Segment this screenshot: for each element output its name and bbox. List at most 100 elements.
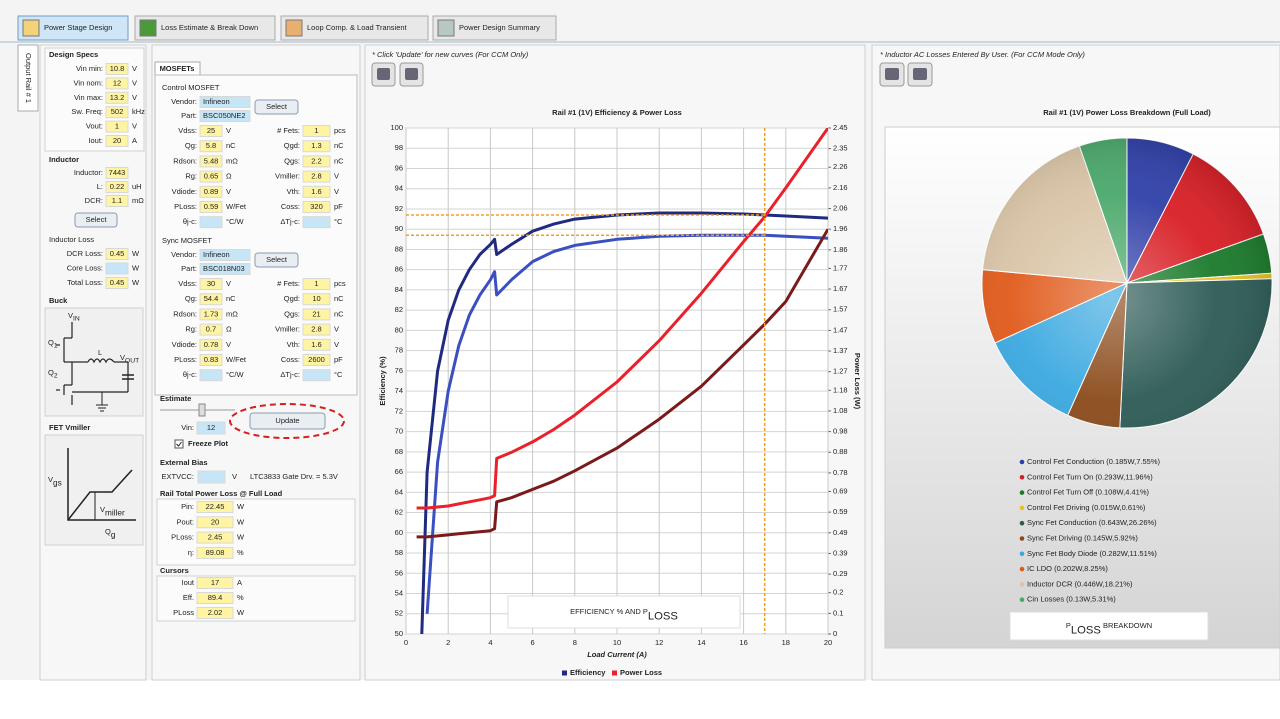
- slider-thumb[interactable]: [198, 403, 206, 417]
- y-tick-label: 96: [395, 163, 403, 172]
- fet-param-value: 0.83: [204, 355, 219, 364]
- rail-total-box: [196, 516, 234, 529]
- vmiller-label-main: V: [48, 475, 53, 484]
- select-button-label[interactable]: Select: [86, 215, 108, 224]
- tab-label[interactable]: Loss Estimate & Break Down: [161, 23, 258, 32]
- fet-box: [199, 110, 251, 122]
- tab-icon: [139, 19, 157, 37]
- rail-total-unit: W: [237, 502, 245, 511]
- x-tick-label: 8: [573, 638, 577, 647]
- x-tick-label: 6: [531, 638, 535, 647]
- y2-tick-label: 1.27: [833, 367, 848, 376]
- y2-tick-label: 1.47: [833, 325, 848, 334]
- x-tick-label: 18: [782, 638, 790, 647]
- fet-param-label: Vmiller:: [275, 172, 300, 181]
- fet-param-unit: °C/W: [226, 370, 244, 379]
- mosfet-tab-label[interactable]: MOSFETs: [160, 64, 195, 73]
- fet-value: BSC050NE2: [203, 111, 246, 120]
- fet-param-label: # Fets:: [277, 279, 300, 288]
- fet-param-unit: Ω: [226, 172, 232, 181]
- fet-param-label: # Fets:: [277, 126, 300, 135]
- y-tick-label: 74: [395, 386, 403, 395]
- fet-param-label: Vdss:: [178, 126, 197, 135]
- series-line: [416, 228, 828, 539]
- rail-total-label: PLoss:: [171, 533, 194, 542]
- side-tab-label[interactable]: Output Rail # 1: [24, 53, 33, 103]
- vmiller-label-main: V: [100, 505, 105, 514]
- fet-param-label: Qgd:: [284, 141, 300, 150]
- select-button[interactable]: [254, 99, 299, 115]
- fet-box: [199, 249, 251, 261]
- vmiller-box: [44, 434, 144, 546]
- fet-param-unit: nC: [226, 141, 236, 150]
- side-tab[interactable]: [17, 44, 39, 112]
- fet-param-value: 54.4: [204, 294, 219, 303]
- section-title: Estimate: [160, 394, 191, 403]
- circuit-label-sub: OUT: [125, 357, 139, 364]
- select-button-label[interactable]: Select: [266, 102, 288, 111]
- inductor-label: DCR:: [85, 196, 103, 205]
- tab[interactable]: [134, 15, 276, 41]
- cursor-field-box: [196, 577, 234, 589]
- y-tick-label: 98: [395, 143, 403, 152]
- y-tick-label: 68: [395, 447, 403, 456]
- fet-param-box: [302, 125, 331, 137]
- select-button[interactable]: [254, 252, 299, 268]
- fet-param-value: 0.89: [204, 187, 219, 196]
- y-tick-label: 90: [395, 224, 403, 233]
- fet-param-label: Qgs:: [284, 156, 300, 165]
- select-button[interactable]: [74, 212, 118, 228]
- annotation-box: [1009, 611, 1209, 641]
- tab-label[interactable]: Power Stage Design: [44, 23, 112, 32]
- select-button-label[interactable]: Select: [266, 255, 288, 264]
- tab[interactable]: [280, 15, 429, 41]
- x-tick-label: 4: [488, 638, 492, 647]
- fet-param-unit: Ω: [226, 325, 232, 334]
- update-button-label[interactable]: Update: [275, 416, 299, 425]
- spec-value: 13.2: [110, 93, 125, 102]
- fet-value: Infineon: [203, 250, 230, 259]
- fet-param-unit: V: [226, 279, 231, 288]
- y-tick-label: 88: [395, 244, 403, 253]
- fet-param-unit: V: [226, 187, 231, 196]
- fet-param-label: Vdiode:: [172, 187, 197, 196]
- fet-param-label: Coss:: [281, 202, 300, 211]
- inductor-label: Inductor:: [74, 168, 103, 177]
- checkbox[interactable]: [174, 439, 184, 449]
- x-tick-label: 10: [613, 638, 621, 647]
- inductor-unit: uH: [132, 182, 142, 191]
- legend-label: Sync Fet Driving (0.145W,5.92%): [1027, 533, 1138, 542]
- chart-annotation-main2: BREAKDOWN: [1101, 621, 1152, 630]
- cursor-field-unit: W: [237, 608, 245, 617]
- fet-param-box: [302, 201, 331, 213]
- y-tick-label: 70: [395, 427, 403, 436]
- rail-total-value: 20: [211, 517, 219, 526]
- checkbox-label[interactable]: Freeze Plot: [188, 439, 229, 448]
- fet-param-box: [199, 125, 223, 137]
- vmiller-label-sub: gs: [53, 478, 62, 487]
- y-tick-label: 52: [395, 609, 403, 618]
- cursor-field-value: 17: [211, 578, 219, 587]
- y2-tick-label: 0.88: [833, 447, 848, 456]
- tab-label[interactable]: Power Design Summary: [459, 23, 540, 32]
- update-button[interactable]: [249, 412, 326, 430]
- spec-value: 12: [113, 78, 121, 87]
- fet-param-unit: nC: [226, 294, 236, 303]
- y2-tick-label: 1.96: [833, 224, 848, 233]
- legend-label: Control Fet Turn On (0.293W,11.96%): [1027, 472, 1153, 481]
- inductor-loss-value: 0.45: [110, 249, 125, 258]
- fet-param-label: ΔTj-c:: [280, 370, 300, 379]
- y-tick-label: 54: [395, 589, 403, 598]
- circuit-label: L: [98, 348, 102, 357]
- y2-tick-label: 0.98: [833, 427, 848, 436]
- legend-swatch: [1019, 566, 1025, 572]
- inductor-loss-box: [105, 262, 129, 275]
- fet-param-label: Vth:: [287, 187, 300, 196]
- circuit-label-sub: 2: [54, 372, 58, 379]
- circuit-label-main: V: [68, 311, 73, 320]
- fet-param-unit: °C: [334, 217, 343, 226]
- y-tick-label: 60: [395, 528, 403, 537]
- tab-label[interactable]: Loop Comp. & Load Transient: [307, 23, 408, 32]
- vin-value: 12: [207, 423, 215, 432]
- fet-param-unit: pF: [334, 202, 343, 211]
